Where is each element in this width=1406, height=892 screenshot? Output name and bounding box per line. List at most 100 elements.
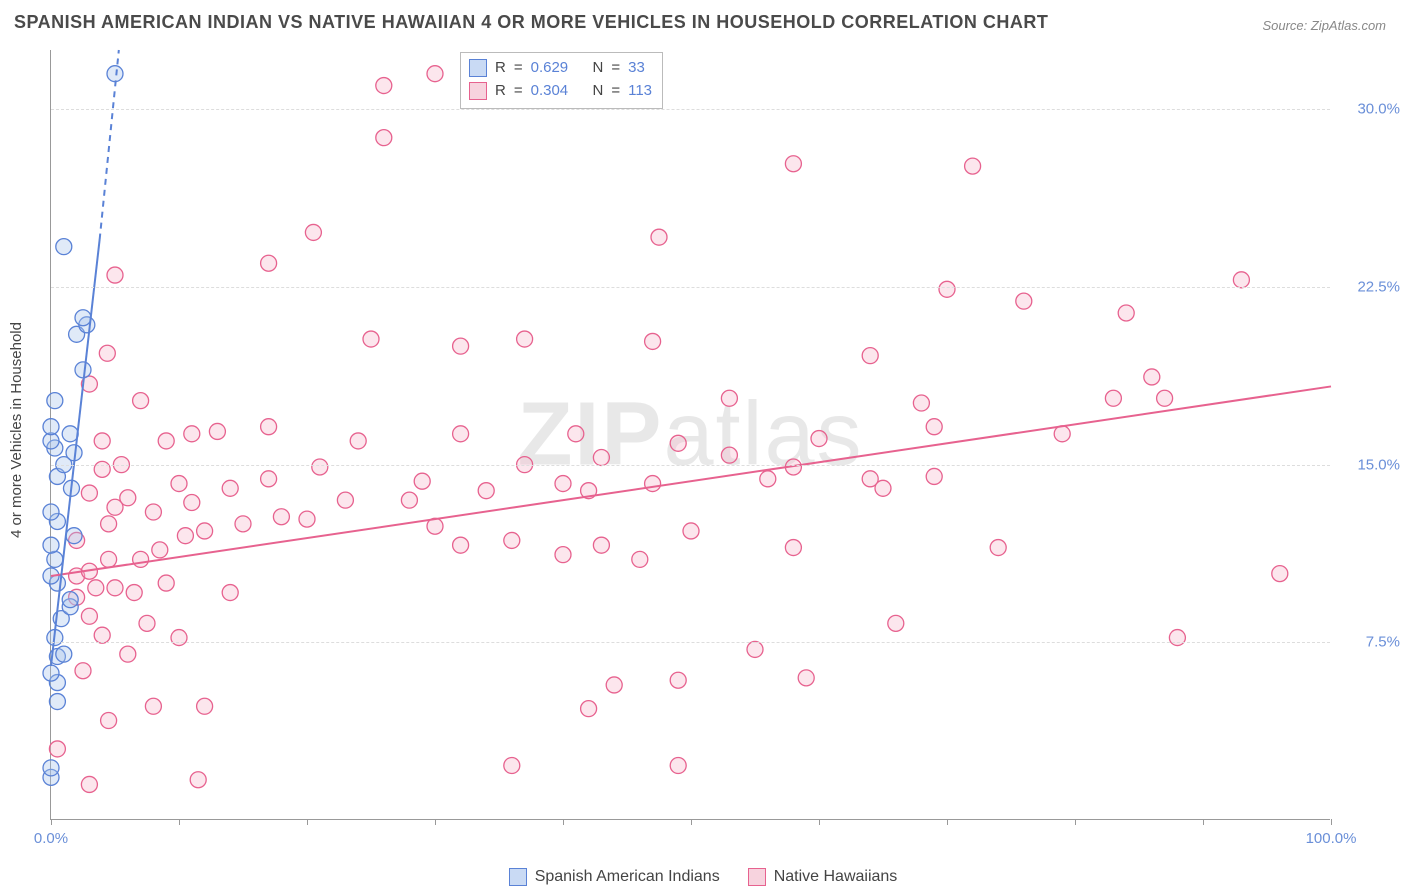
data-point [1144, 369, 1160, 385]
data-point [376, 130, 392, 146]
data-point [862, 348, 878, 364]
stats-row-blue: R = 0.629 N = 33 [469, 57, 652, 80]
gridline-h [51, 109, 1330, 110]
data-point [120, 490, 136, 506]
data-point [107, 66, 123, 82]
data-point [197, 523, 213, 539]
data-point [651, 229, 667, 245]
data-point [299, 511, 315, 527]
data-point [222, 585, 238, 601]
plot-area: ZIPatlas 7.5%15.0%22.5%30.0%0.0%100.0% [50, 50, 1330, 820]
data-point [913, 395, 929, 411]
data-point [197, 698, 213, 714]
data-point [66, 528, 82, 544]
data-point [427, 66, 443, 82]
data-point [337, 492, 353, 508]
data-point [350, 433, 366, 449]
data-point [190, 772, 206, 788]
r-value-pink: 0.304 [531, 80, 569, 103]
data-point [261, 471, 277, 487]
data-point [760, 471, 776, 487]
data-point [305, 224, 321, 240]
data-point [62, 592, 78, 608]
data-point [453, 426, 469, 442]
r-label: R [495, 57, 506, 80]
trend-line [51, 386, 1331, 576]
data-point [568, 426, 584, 442]
n-label: N [593, 80, 604, 103]
data-point [88, 580, 104, 596]
data-point [75, 362, 91, 378]
legend-item-blue: Spanish American Indians [509, 868, 720, 886]
data-point [721, 390, 737, 406]
data-point [926, 468, 942, 484]
legend-swatch-blue [509, 868, 527, 886]
data-point [414, 473, 430, 489]
data-point [47, 393, 63, 409]
data-point [43, 504, 59, 520]
data-point [632, 551, 648, 567]
xtick [1075, 819, 1076, 825]
data-point [811, 431, 827, 447]
data-point [126, 585, 142, 601]
data-point [101, 551, 117, 567]
ytick-label: 15.0% [1340, 456, 1400, 473]
legend-swatch-pink [748, 868, 766, 886]
data-point [1054, 426, 1070, 442]
data-point [785, 540, 801, 556]
data-point [926, 419, 942, 435]
data-point [107, 267, 123, 283]
data-point [683, 523, 699, 539]
data-point [120, 646, 136, 662]
data-point [593, 450, 609, 466]
data-point [43, 665, 59, 681]
eq-sign: = [611, 80, 620, 103]
data-point [376, 78, 392, 94]
data-point [101, 516, 117, 532]
data-point [1016, 293, 1032, 309]
data-point [184, 495, 200, 511]
xtick [947, 819, 948, 825]
n-value-pink: 113 [628, 80, 652, 103]
legend-label-pink: Native Hawaiians [774, 868, 898, 886]
data-point [49, 694, 65, 710]
data-point [875, 480, 891, 496]
data-point [75, 663, 91, 679]
data-point [43, 537, 59, 553]
data-point [1233, 272, 1249, 288]
data-point [798, 670, 814, 686]
data-point [94, 627, 110, 643]
data-point [1105, 390, 1121, 406]
data-point [43, 760, 59, 776]
data-point [145, 504, 161, 520]
data-point [504, 758, 520, 774]
ytick-label: 22.5% [1340, 278, 1400, 295]
data-point [261, 419, 277, 435]
legend-label-blue: Spanish American Indians [535, 868, 720, 886]
swatch-pink [469, 82, 487, 100]
data-point [81, 608, 97, 624]
data-point [555, 547, 571, 563]
n-value-blue: 33 [628, 57, 645, 80]
data-point [581, 701, 597, 717]
xtick [563, 819, 564, 825]
data-point [721, 447, 737, 463]
stats-box: R = 0.629 N = 33 R = 0.304 N = 113 [460, 52, 663, 109]
xtick [51, 819, 52, 825]
y-axis-label: 4 or more Vehicles in Household [8, 322, 25, 538]
data-point [158, 575, 174, 591]
data-point [747, 641, 763, 657]
data-point [939, 281, 955, 297]
data-point [152, 542, 168, 558]
ytick-label: 30.0% [1340, 101, 1400, 118]
data-point [670, 435, 686, 451]
data-point [177, 528, 193, 544]
data-point [504, 532, 520, 548]
xtick [691, 819, 692, 825]
xtick [179, 819, 180, 825]
data-point [75, 310, 91, 326]
xtick [307, 819, 308, 825]
data-point [133, 551, 149, 567]
data-point [1118, 305, 1134, 321]
n-label: N [593, 57, 604, 80]
